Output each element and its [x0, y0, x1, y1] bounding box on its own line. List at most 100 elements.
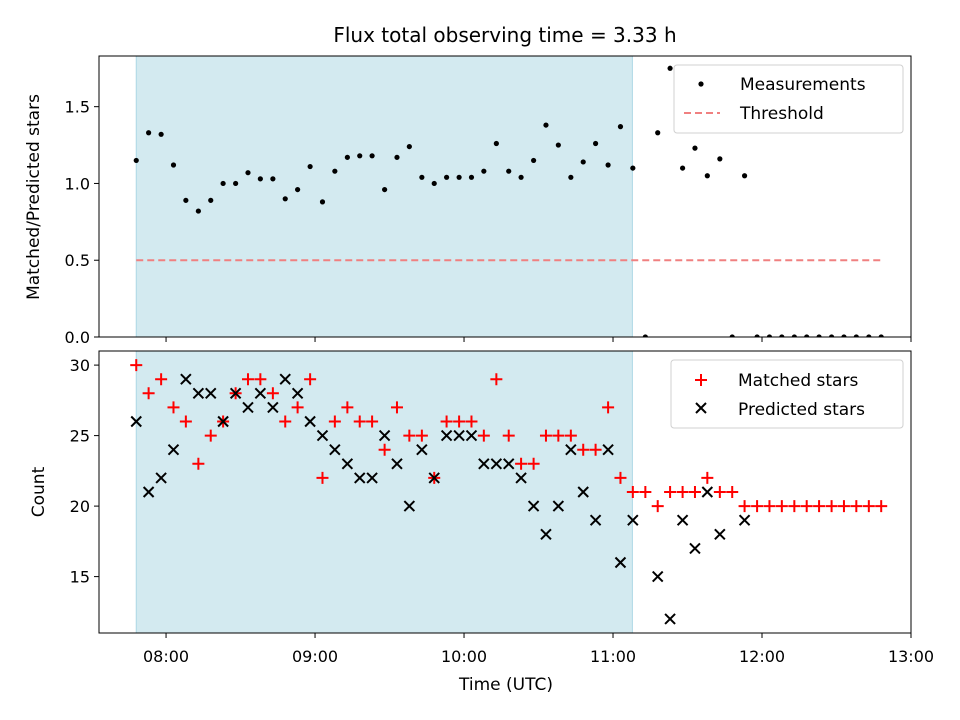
predicted-star-point: [540, 528, 552, 541]
matched-star-point: [366, 415, 379, 428]
matched-star-point: [800, 500, 813, 513]
measurement-point: [729, 334, 735, 337]
legend-threshold-label: Threshold: [739, 104, 824, 124]
measurement-point: [580, 159, 586, 165]
predicted-star-point: [701, 486, 714, 498]
measurement-point: [282, 196, 288, 202]
matched-star-point: [130, 359, 143, 372]
measurement-point: [866, 334, 872, 337]
measurement-point: [493, 140, 499, 147]
matched-star-point: [527, 457, 540, 470]
predicted-star-point: [378, 429, 391, 442]
ratio-legend: Measurements Threshold: [673, 64, 904, 134]
legend-measurements-label: Measurements: [740, 75, 866, 95]
matched-star-point: [341, 401, 354, 414]
predicted-star-point: [229, 387, 242, 400]
predicted-star-point: [217, 415, 229, 428]
ratio-y-tick-label: 1.0: [65, 174, 90, 193]
matched-star-point: [688, 486, 701, 498]
measurement-point: [630, 165, 636, 171]
measurement-point: [406, 143, 412, 150]
legend-matched-label: Matched stars: [738, 371, 858, 391]
matched-star-point: [515, 457, 528, 470]
predicted-star-point: [552, 500, 565, 512]
matched-star-point: [626, 486, 639, 498]
matched-star-point: [502, 429, 515, 442]
ratio-plot-frame: [98, 55, 912, 338]
measurement-point: [655, 130, 661, 136]
matched-star-point: [304, 373, 317, 386]
matched-star-point: [390, 401, 403, 414]
predicted-star-point: [714, 528, 726, 541]
matched-star-point: [440, 415, 453, 428]
matched-star-point: [155, 373, 168, 386]
measurement-point: [804, 334, 810, 337]
predicted-star-point: [478, 458, 490, 470]
count-y-tick-label: 15: [70, 568, 90, 587]
x-tick-label: 13:00: [888, 647, 934, 666]
matched-star-point: [241, 373, 254, 386]
x-tick-label: 12:00: [739, 647, 785, 666]
predicted-star-point: [279, 373, 291, 385]
measurement-point: [419, 174, 425, 180]
matched-star-point: [291, 401, 304, 414]
legend-measurements-marker: [698, 81, 704, 87]
predicted-star-point: [503, 458, 515, 470]
predicted-star-point: [515, 472, 527, 484]
matched-star-point: [701, 471, 714, 484]
measurement-point: [592, 140, 599, 147]
measurement-point: [841, 334, 847, 337]
predicted-star-point: [180, 373, 192, 385]
measurement-point: [766, 334, 773, 337]
measurement-point: [344, 154, 350, 160]
predicted-star-point: [167, 443, 180, 456]
measurement-point: [481, 168, 487, 174]
predicted-star-point: [490, 458, 503, 470]
matched-star-point: [465, 415, 478, 428]
predicted-star-point: [142, 486, 155, 498]
count-y-tick-label: 30: [70, 356, 90, 375]
predicted-star-point: [316, 429, 329, 442]
matched-star-point: [850, 500, 863, 513]
predicted-star-point: [130, 415, 142, 428]
matched-star-point: [564, 429, 577, 442]
matched-star-point: [639, 486, 652, 498]
matched-star-point: [763, 500, 776, 513]
measurement-point: [332, 168, 338, 174]
predicted-star-point: [205, 387, 217, 400]
matched-star-point: [142, 387, 155, 400]
x-axis-label: Time (UTC): [458, 675, 553, 695]
ratio-y-axis-label: Matched/Predicted stars: [24, 94, 44, 300]
measurement-point: [195, 208, 201, 214]
matched-star-point: [167, 401, 180, 414]
predicted-star-point: [614, 556, 627, 569]
measurement-point: [543, 122, 549, 128]
matched-star-point: [539, 429, 552, 442]
measurement-point: [605, 162, 611, 168]
measurement-point: [828, 334, 835, 337]
count-legend: Matched stars Predicted stars: [670, 359, 904, 429]
matched-star-point: [738, 500, 751, 513]
predicted-star-point: [565, 443, 577, 456]
predicted-star-point: [577, 486, 589, 498]
matched-star-point: [862, 500, 875, 513]
matched-star-point: [490, 373, 503, 386]
predicted-star-point: [304, 415, 316, 428]
predicted-star-point: [738, 514, 751, 526]
matched-star-point: [453, 415, 466, 428]
predicted-star-point: [291, 387, 304, 400]
measurement-point: [679, 165, 686, 171]
measurement-point: [779, 334, 785, 337]
matched-star-point: [713, 486, 726, 498]
matched-star-point: [328, 415, 341, 428]
predicted-star-point: [329, 443, 341, 456]
ratio-legend-box: [673, 64, 904, 134]
legend-matched-marker: [695, 374, 707, 386]
predicted-star-point: [453, 429, 465, 442]
ratio-y-tick-label: 1.5: [65, 98, 90, 117]
x-tick-label: 09:00: [292, 647, 338, 666]
matched-star-point: [378, 443, 391, 456]
measurement-point: [741, 173, 748, 179]
matched-star-point: [204, 429, 217, 442]
measurement-point: [717, 156, 723, 162]
